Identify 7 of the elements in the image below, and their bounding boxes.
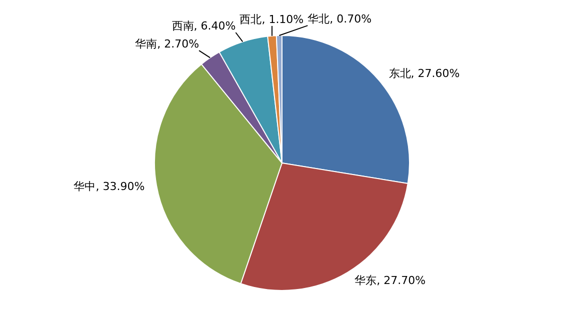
slice-label: 华中, 33.90% — [74, 180, 145, 194]
slice-label: 华东, 27.70% — [354, 274, 426, 287]
slice-label: 西南, 6.40% — [172, 19, 236, 32]
slice-label: 华南, 2.70% — [135, 37, 200, 50]
slice-label: 东北, 27.60% — [388, 66, 460, 80]
slice-label: 西北, 1.10% — [240, 12, 304, 26]
slice-label: 华北, 0.70% — [308, 12, 372, 26]
